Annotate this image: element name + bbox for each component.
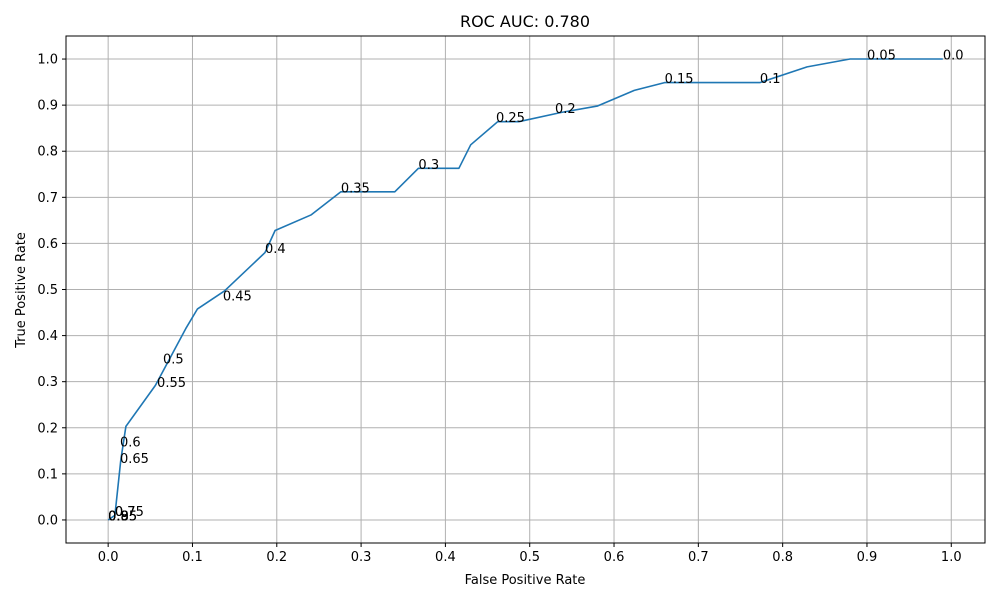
threshold-label: 0.9 [108, 509, 129, 524]
x-tick-label: 0.8 [772, 550, 793, 565]
threshold-label: 0.85 [108, 509, 137, 524]
x-tick-label: 0.9 [857, 550, 878, 565]
threshold-label: 0.75 [115, 505, 144, 520]
threshold-label: 0.15 [665, 72, 694, 87]
y-tick-label: 0.4 [37, 329, 58, 344]
threshold-label: 0.3 [418, 158, 439, 173]
threshold-label: 0.25 [496, 111, 525, 126]
threshold-label: 0.7 [115, 505, 136, 520]
x-tick-label: 0.4 [435, 550, 456, 565]
x-tick-label: 0.2 [266, 550, 287, 565]
y-tick-label: 1.0 [37, 53, 58, 68]
threshold-label: 0.55 [157, 376, 186, 391]
threshold-label: 0.0 [943, 49, 964, 64]
threshold-label: 0.2 [555, 102, 576, 117]
threshold-label: 0.95 [108, 509, 137, 524]
chart-title: ROC AUC: 0.780 [460, 12, 590, 31]
annotations: 0.0 0.05 0.1 0.15 0.2 0.25 0.3 0.35 0.4 0.45 0.5 0.… [108, 49, 963, 525]
x-tick-label: 0.0 [98, 550, 119, 565]
threshold-label: 0.4 [265, 242, 286, 257]
x-tick-label: 0.7 [688, 550, 709, 565]
series-layer [107, 58, 943, 521]
x-tick-label: 0.3 [351, 550, 372, 565]
y-tick-label: 0.8 [37, 145, 58, 160]
y-tick-label: 0.1 [37, 467, 58, 482]
threshold-label: 0.05 [867, 49, 896, 64]
y-axis: 0.0 0.1 0.2 0.3 0.4 0.5 0.6 0.7 0.8 0.9 1.0 [37, 53, 66, 528]
y-tick-label: 0.7 [37, 191, 58, 206]
x-tick-label: 0.1 [182, 550, 203, 565]
y-tick-label: 0.9 [37, 99, 58, 114]
threshold-label: 0.35 [341, 181, 370, 196]
y-tick-label: 0.0 [37, 513, 58, 528]
x-axis: 0.0 0.1 0.2 0.3 0.4 0.5 0.6 0.7 0.8 0.9 1.0 [98, 543, 962, 565]
y-tick-label: 0.2 [37, 421, 58, 436]
y-tick-label: 0.5 [37, 283, 58, 298]
threshold-label: 0.8 [108, 509, 129, 524]
x-tick-label: 1.0 [941, 550, 962, 565]
grid [66, 36, 985, 543]
x-axis-label: False Positive Rate [465, 573, 586, 588]
y-tick-label: 0.6 [37, 237, 58, 252]
y-axis-label: True Positive Rate [14, 232, 29, 349]
x-tick-label: 0.5 [519, 550, 540, 565]
y-tick-label: 0.3 [37, 375, 58, 390]
threshold-label: 0.6 [120, 436, 141, 451]
threshold-label: 0.65 [120, 452, 149, 467]
roc-curve-line [107, 58, 943, 521]
threshold-label: 0.5 [163, 353, 184, 368]
threshold-label: 0.45 [223, 290, 252, 305]
threshold-label: 0.1 [760, 72, 781, 87]
x-tick-label: 0.6 [604, 550, 625, 565]
